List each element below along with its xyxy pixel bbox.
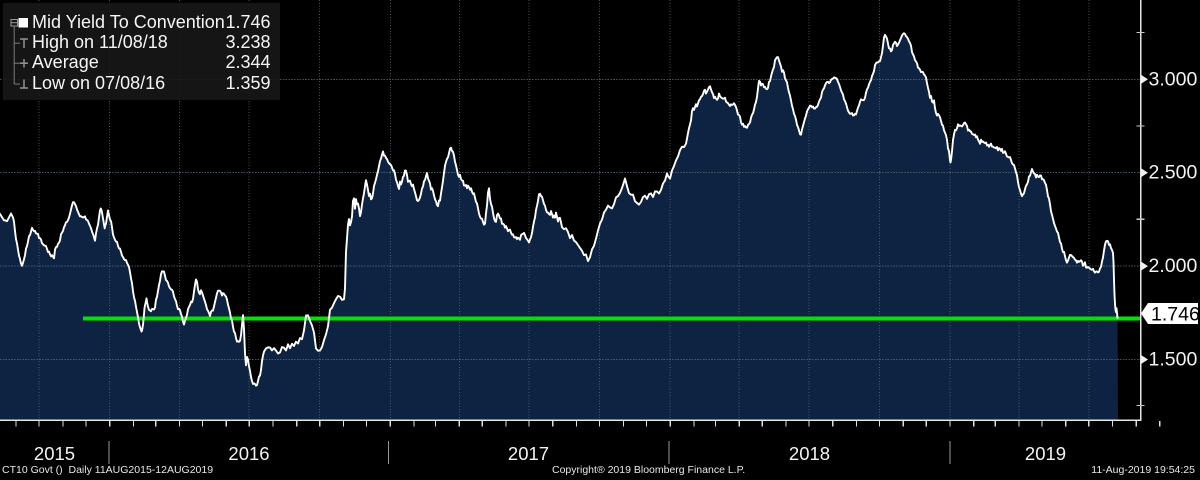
svg-text:2.000: 2.000 [1149, 255, 1198, 277]
svg-text:2.500: 2.500 [1149, 162, 1198, 184]
svg-text:1.746: 1.746 [1151, 303, 1200, 325]
svg-text:2019: 2019 [1025, 443, 1066, 464]
svg-text:3.000: 3.000 [1149, 68, 1198, 90]
svg-text:2018: 2018 [789, 443, 830, 464]
svg-text:2016: 2016 [228, 443, 269, 464]
svg-text:2017: 2017 [508, 443, 549, 464]
svg-text:1.500: 1.500 [1149, 349, 1198, 371]
svg-text:2015: 2015 [34, 443, 75, 464]
